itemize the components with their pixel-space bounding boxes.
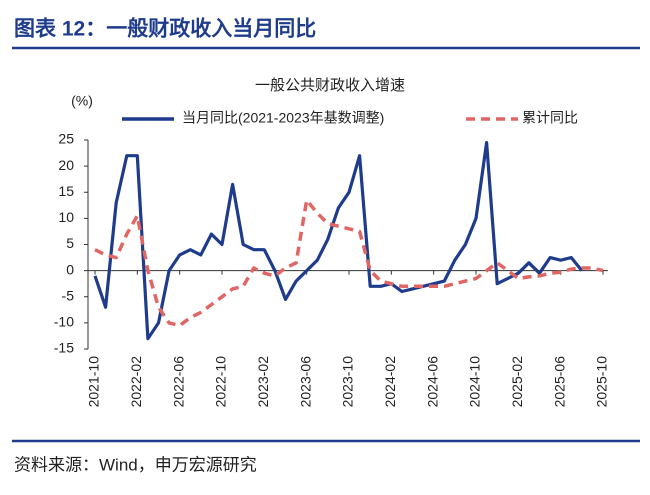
x-tick-label: 2024-10 <box>467 356 483 408</box>
x-tick-label: 2024-02 <box>382 356 398 408</box>
y-tick-label: 15 <box>58 183 74 199</box>
x-tick-label: 2023-06 <box>297 356 313 408</box>
x-tick-label: 2023-10 <box>340 356 356 408</box>
x-tick-label: 2022-02 <box>128 356 144 408</box>
legend-label: 当月同比(2021-2023年基数调整) <box>182 110 384 126</box>
x-tick-label: 2021-10 <box>86 356 102 408</box>
series-line <box>94 198 604 328</box>
y-tick-label: -15 <box>54 340 74 356</box>
x-tick-label: 2025-02 <box>509 356 525 408</box>
chart-title: 一般公共财政收入增速 <box>255 77 405 94</box>
x-tick-label: 2023-02 <box>255 356 271 408</box>
y-tick-label: 10 <box>58 209 74 225</box>
source: 资料来源：Wind，申万宏源研究 <box>14 455 257 474</box>
x-tick-label: 2022-06 <box>170 356 186 408</box>
y-tick-label: 5 <box>66 235 74 251</box>
legend-label: 累计同比 <box>522 110 578 126</box>
header-title: 图表 12：一般财政收入当月同比 <box>14 17 316 41</box>
y-tick-label: -10 <box>54 314 74 330</box>
y-unit: (%) <box>71 93 93 109</box>
x-tick-label: 2025-10 <box>594 356 610 408</box>
x-tick-label: 2025-06 <box>551 356 567 408</box>
series-line <box>93 141 584 341</box>
y-tick-label: 20 <box>58 157 74 173</box>
y-tick-label: 25 <box>58 131 74 147</box>
x-tick-label: 2024-06 <box>424 356 440 408</box>
y-tick-label: 0 <box>66 261 74 277</box>
y-tick-label: -5 <box>62 287 75 303</box>
x-tick-label: 2022-10 <box>213 356 229 408</box>
